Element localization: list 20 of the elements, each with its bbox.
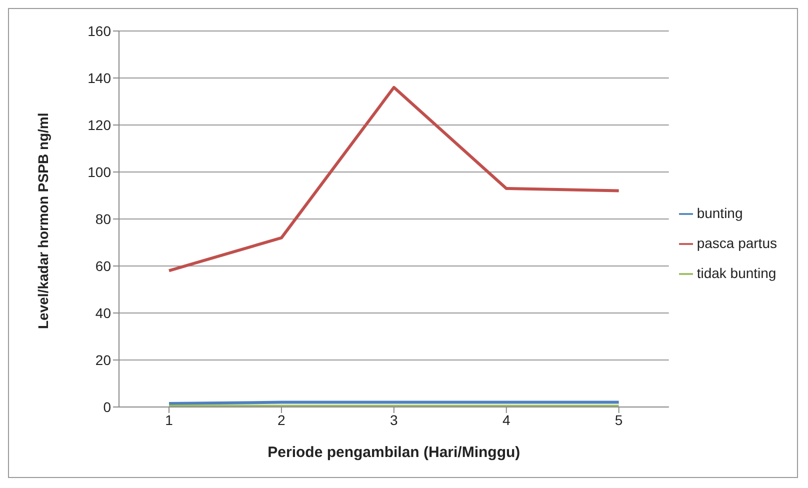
x-tick-label: 3 [390,412,398,428]
x-tick-label: 4 [502,412,510,428]
y-tick-label: 0 [103,398,112,415]
y-tick-label: 20 [95,352,112,368]
y-tick-label: 120 [88,116,112,133]
y-tick-label: 80 [95,210,112,227]
y-tick-label: 100 [88,164,112,180]
legend-label: tidak bunting [696,265,776,281]
x-tick-label: 1 [165,412,174,428]
y-tick-label: 160 [88,22,112,39]
y-axis-title: Level/kadar hormon PSPB ng/ml [34,112,51,329]
legend-label: pasca partus [696,235,777,251]
y-tick-label: 60 [95,258,112,274]
x-axis-title: Periode pengambilan (Hari/Minggu) [268,444,520,461]
legend-label: bunting [696,205,743,221]
x-tick-label: 5 [614,412,623,428]
y-tick-label: 140 [88,70,112,86]
x-tick-label: 2 [278,412,286,428]
y-tick-label: 40 [95,304,112,321]
line-series [168,86,620,272]
